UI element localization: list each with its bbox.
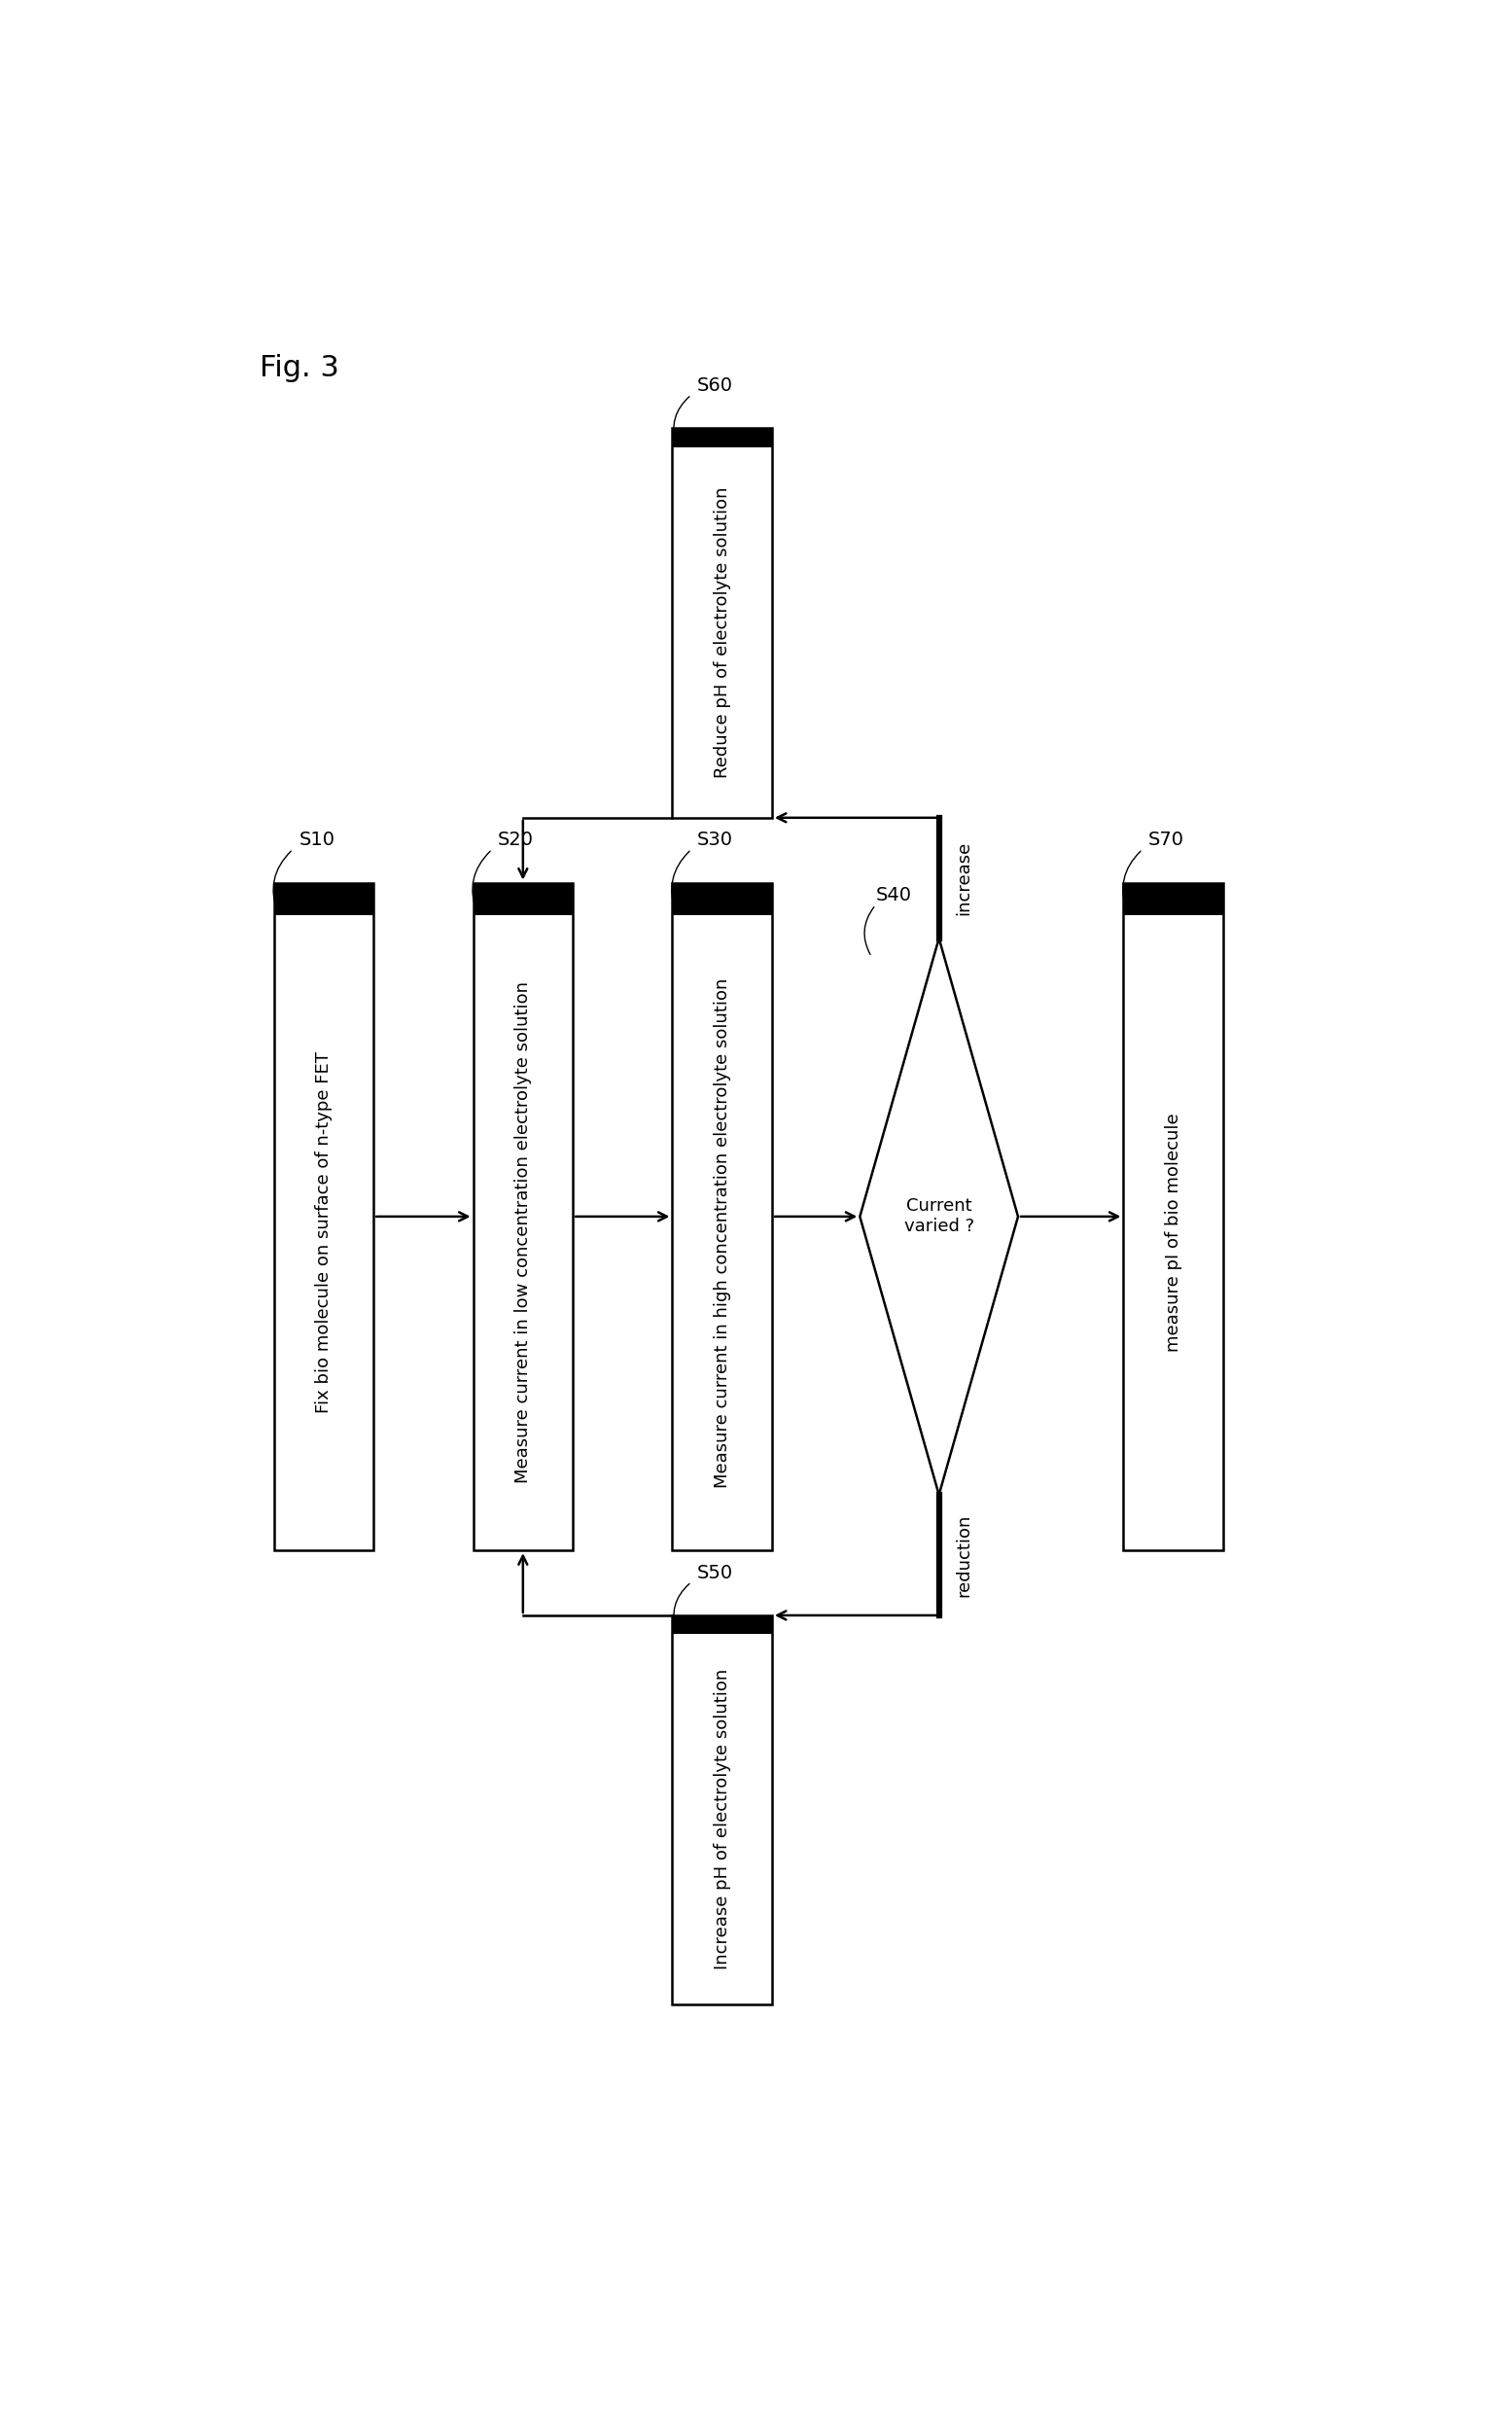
Text: S20: S20 [497,831,534,850]
Bar [274,882,373,1551]
Text: Measure current in high concentration electrolyte solution: Measure current in high concentration el… [714,978,730,1489]
Bar [673,1616,773,2004]
Text: Fig. 3: Fig. 3 [260,354,339,383]
Bar [673,882,773,1551]
Bar [1123,882,1223,915]
Text: Increase pH of electrolyte solution: Increase pH of electrolyte solution [714,1669,730,1971]
Text: increase: increase [956,841,972,915]
Text: S40: S40 [875,887,912,906]
Polygon shape [860,937,1018,1494]
Bar [274,882,373,915]
Bar [1123,882,1223,1551]
Bar [473,882,573,1551]
Bar [673,429,773,817]
Text: S70: S70 [1149,831,1184,850]
Text: measure pI of bio molecule: measure pI of bio molecule [1164,1113,1182,1351]
Text: Fix bio molecule on surface of n-type FET: Fix bio molecule on surface of n-type FE… [314,1053,333,1414]
Text: S60: S60 [697,376,733,395]
Text: Reduce pH of electrolyte solution: Reduce pH of electrolyte solution [714,487,730,778]
Bar [473,882,573,915]
Bar [673,882,773,915]
Bar [673,429,773,448]
Text: S50: S50 [697,1563,733,1583]
Text: reduction: reduction [956,1513,972,1597]
Text: Current
varied ?: Current varied ? [904,1197,974,1236]
Text: Measure current in low concentration electrolyte solution: Measure current in low concentration ele… [514,980,532,1484]
Text: S10: S10 [299,831,334,850]
Bar [673,1616,773,1633]
Text: S30: S30 [697,831,733,850]
